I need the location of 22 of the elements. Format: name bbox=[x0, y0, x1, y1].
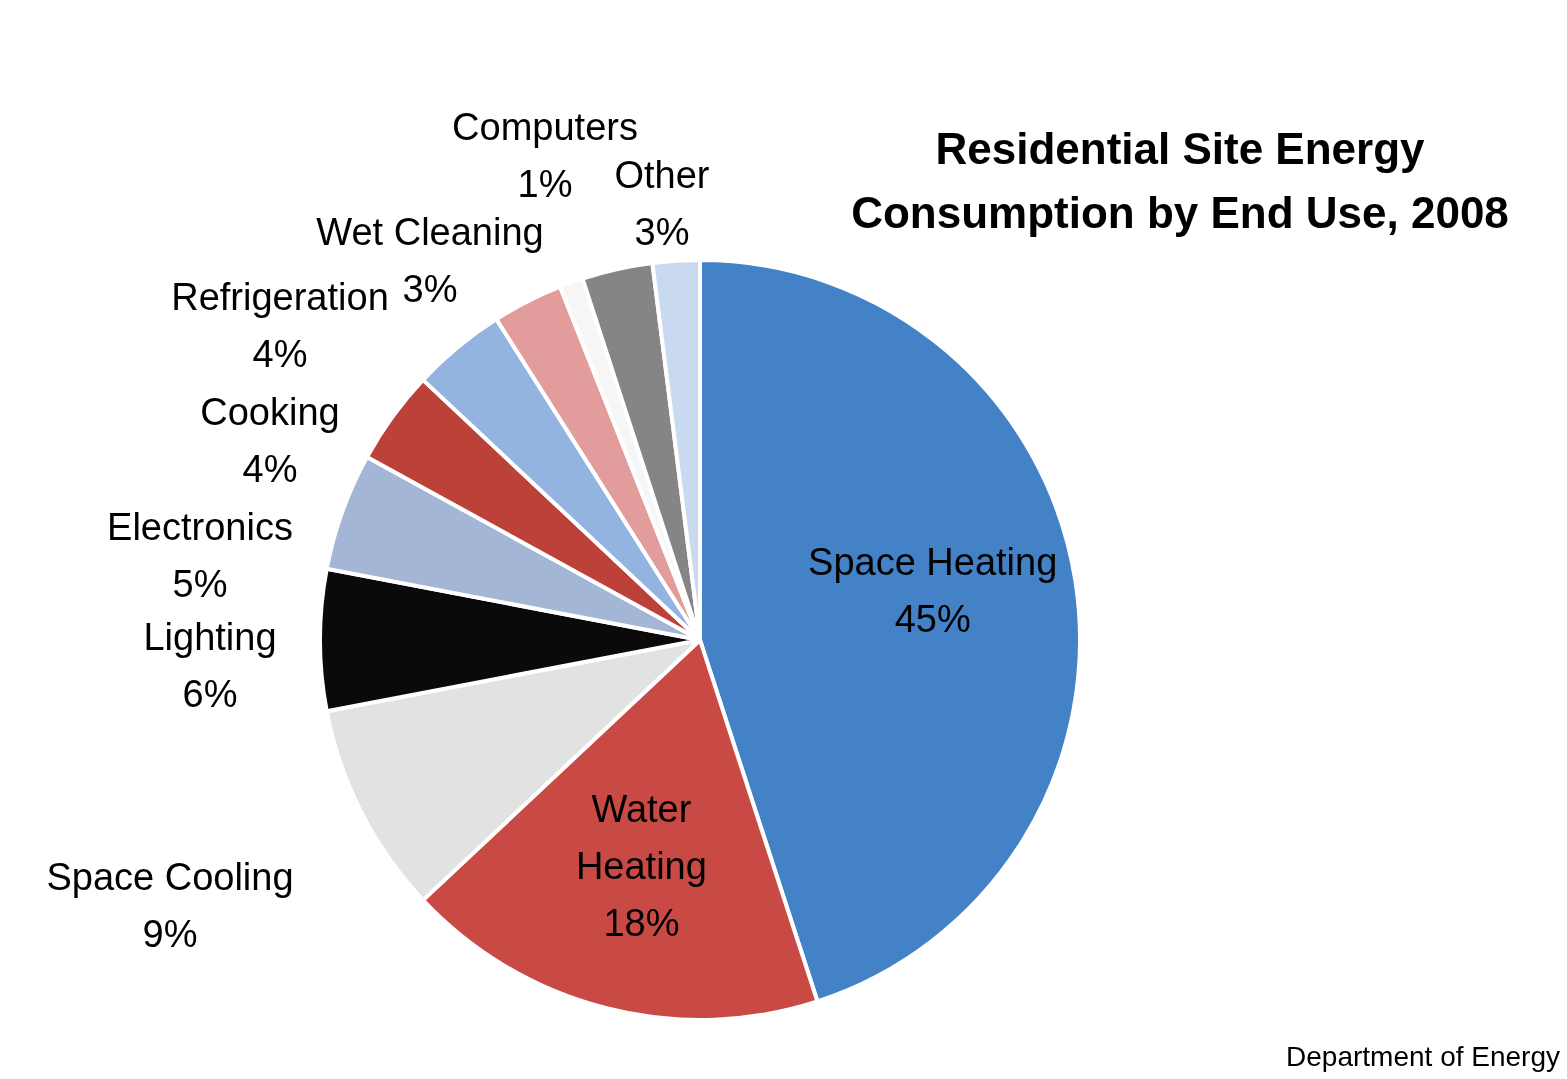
data-label: 3% bbox=[402, 268, 458, 311]
slice-label: Electronics bbox=[107, 506, 293, 549]
data-label: 5% bbox=[172, 563, 228, 606]
slice-label: Refrigeration bbox=[171, 276, 389, 319]
slice-label: Other bbox=[614, 154, 710, 197]
data-label: 45% bbox=[894, 598, 971, 641]
slice-label: Wet Cleaning bbox=[316, 211, 544, 254]
data-label: 6% bbox=[182, 673, 238, 716]
text: Department of Energy bbox=[1286, 1041, 1560, 1072]
data-label: 18% bbox=[603, 902, 680, 945]
slice-label: Computers bbox=[452, 106, 638, 149]
slice-label: Lighting bbox=[143, 616, 277, 659]
slice-label: Cooking bbox=[200, 391, 340, 434]
data-label: 9% bbox=[142, 913, 198, 956]
slice-label: Space Heating bbox=[808, 541, 1058, 584]
data-label: 1% bbox=[517, 163, 573, 206]
data-label: 4% bbox=[242, 448, 298, 491]
data-label: 3% bbox=[634, 211, 690, 254]
text: Residential Site Energy Consumption by End Use, 2008 bbox=[851, 123, 1509, 237]
slice-label: Space Cooling bbox=[46, 856, 294, 899]
data-label: 4% bbox=[252, 333, 308, 376]
slice-label: Water Heating bbox=[575, 788, 707, 888]
